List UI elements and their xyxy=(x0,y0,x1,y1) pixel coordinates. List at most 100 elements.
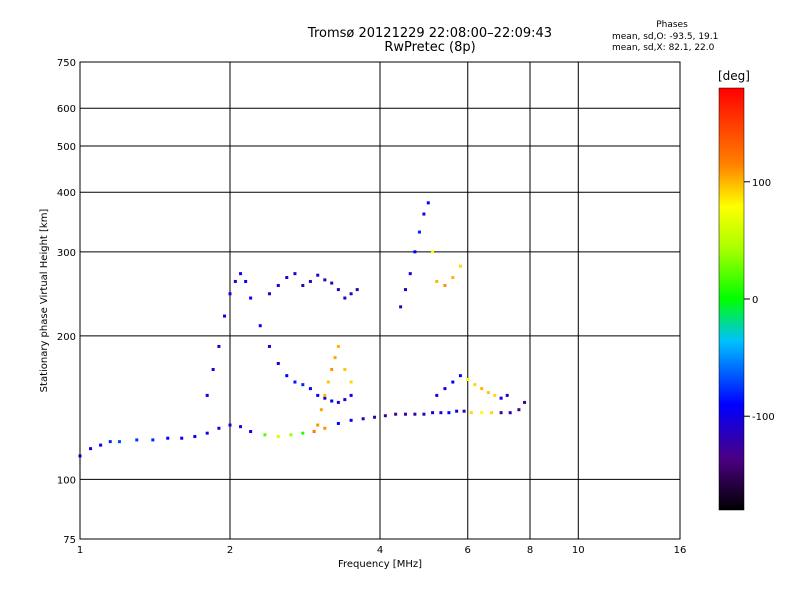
data-point xyxy=(99,443,103,447)
data-point xyxy=(228,292,232,296)
y-tick-label: 400 xyxy=(57,188,76,199)
data-point xyxy=(193,435,197,439)
y-tick-label: 200 xyxy=(57,332,76,343)
data-point xyxy=(233,279,237,283)
data-point xyxy=(267,292,271,296)
data-point xyxy=(330,281,334,285)
data-point xyxy=(349,292,353,296)
data-point xyxy=(422,212,426,216)
colorbar-tick-label: 100 xyxy=(752,178,771,189)
x-tick-label: 16 xyxy=(674,545,687,556)
data-point xyxy=(166,436,170,440)
data-point xyxy=(312,430,316,434)
data-point xyxy=(333,356,337,360)
data-point xyxy=(499,411,503,415)
x-tick-label: 10 xyxy=(572,545,585,556)
data-point xyxy=(180,436,184,440)
data-point xyxy=(289,433,293,437)
data-point xyxy=(373,415,377,419)
data-point xyxy=(413,412,417,416)
data-point xyxy=(336,344,340,348)
data-point xyxy=(458,264,462,268)
data-point xyxy=(117,440,121,444)
data-point xyxy=(499,396,503,400)
data-point xyxy=(443,283,447,287)
data-point xyxy=(422,412,426,416)
data-point xyxy=(326,380,330,384)
data-point xyxy=(336,400,340,404)
data-point xyxy=(205,431,209,435)
chart-title: Tromsø 20121229 22:08:00–22:09:43 xyxy=(307,26,553,41)
data-point xyxy=(458,374,462,378)
data-point xyxy=(490,411,494,415)
data-point xyxy=(431,411,435,415)
data-point xyxy=(293,380,297,384)
data-point xyxy=(505,393,509,397)
data-point xyxy=(217,426,221,430)
data-point xyxy=(451,380,455,384)
data-point xyxy=(431,250,435,254)
data-point xyxy=(205,393,209,397)
data-point xyxy=(443,387,447,391)
data-point xyxy=(517,408,521,412)
data-point xyxy=(403,288,407,292)
data-point xyxy=(480,387,484,391)
data-point xyxy=(89,447,93,451)
colorbar-label: [deg] xyxy=(718,69,750,83)
data-point xyxy=(293,272,297,276)
data-point xyxy=(462,409,466,413)
x-tick-label: 8 xyxy=(527,545,533,556)
data-point xyxy=(267,344,271,348)
data-point xyxy=(301,431,305,435)
data-point xyxy=(285,374,289,378)
data-point xyxy=(223,314,227,318)
y-tick-label: 600 xyxy=(57,104,76,115)
data-point xyxy=(151,438,155,442)
x-axis-label: Frequency [MHz] xyxy=(338,559,422,570)
colorbar xyxy=(718,87,745,511)
stats-title: Phases xyxy=(656,20,688,30)
data-point xyxy=(108,440,112,444)
data-point xyxy=(413,250,417,254)
data-point xyxy=(323,278,327,282)
data-point xyxy=(308,387,312,391)
y-tick-label: 500 xyxy=(57,142,76,153)
colorbar-tick-label: -100 xyxy=(752,412,775,423)
data-point xyxy=(211,367,215,371)
data-point xyxy=(239,272,243,276)
data-point xyxy=(301,383,305,387)
data-point xyxy=(239,425,243,429)
colorbar-tick-label: 0 xyxy=(752,295,758,306)
data-point xyxy=(343,367,347,371)
data-point xyxy=(135,438,139,442)
data-point xyxy=(466,377,470,381)
data-point xyxy=(408,272,412,276)
data-point xyxy=(217,344,221,348)
data-point xyxy=(361,417,365,421)
data-point xyxy=(493,393,497,397)
data-point xyxy=(447,411,451,415)
x-tick-label: 6 xyxy=(465,545,471,556)
data-point xyxy=(263,433,267,437)
data-point xyxy=(349,380,353,384)
data-point xyxy=(417,230,421,234)
data-point xyxy=(439,411,443,415)
data-point xyxy=(330,367,334,371)
data-point xyxy=(323,393,327,397)
y-tick-label: 750 xyxy=(57,58,76,69)
data-point xyxy=(285,276,289,280)
data-point xyxy=(336,288,340,292)
data-point xyxy=(455,409,459,413)
plot-frame xyxy=(79,61,681,540)
y-tick-label: 100 xyxy=(57,475,76,486)
data-point xyxy=(394,412,398,416)
chart-subtitle: RwPretec (8p) xyxy=(384,40,476,55)
data-point xyxy=(276,361,280,365)
data-point xyxy=(319,408,323,412)
data-point xyxy=(451,276,455,280)
data-point xyxy=(316,393,320,397)
data-point xyxy=(316,273,320,277)
y-tick-label: 300 xyxy=(57,248,76,259)
x-tick-label: 4 xyxy=(377,545,383,556)
